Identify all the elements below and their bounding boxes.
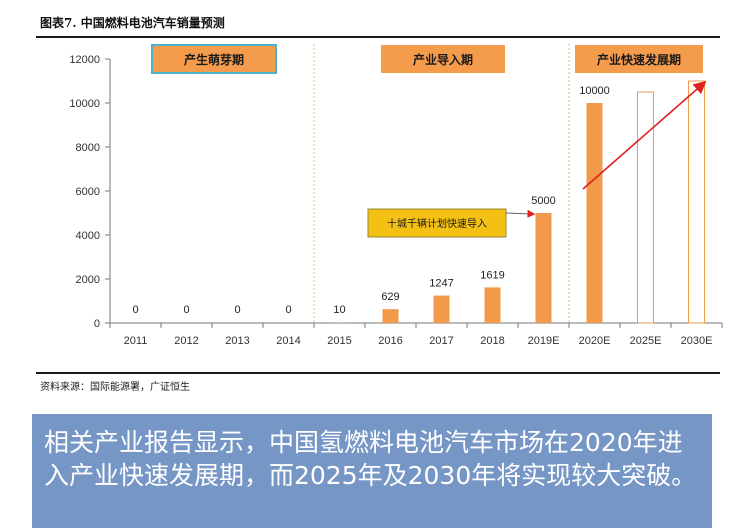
x-tick-label: 2030E xyxy=(681,335,713,347)
bar-2016 xyxy=(382,309,399,323)
y-tick-label: 8000 xyxy=(76,142,100,154)
x-tick-label: 2015 xyxy=(327,335,351,347)
phase-label: 产业快速发展期 xyxy=(597,52,681,67)
data-label: 0 xyxy=(132,304,138,316)
data-label: 1619 xyxy=(480,269,504,281)
y-tick-label: 2000 xyxy=(76,274,100,286)
figure-title: 图表7. 中国燃料电池汽车销量预测 xyxy=(40,16,225,30)
phase-label: 产生萌芽期 xyxy=(184,52,244,67)
data-label: 10000 xyxy=(579,85,610,97)
data-label: 5000 xyxy=(531,195,555,207)
bar-2019E xyxy=(535,213,552,323)
data-label: 0 xyxy=(285,304,291,316)
data-label: 1247 xyxy=(429,278,453,290)
bar-2030E xyxy=(688,80,705,324)
y-tick-label: 10000 xyxy=(69,98,100,110)
x-tick-label: 2013 xyxy=(225,335,249,347)
x-tick-label: 2011 xyxy=(124,335,148,347)
x-tick-label: 2019E xyxy=(528,335,560,347)
x-tick-label: 2014 xyxy=(276,335,300,347)
callout-pointer xyxy=(505,209,536,218)
bar-2025E xyxy=(637,91,654,324)
summary-text: 相关产业报告显示，中国氢燃料电池汽车市场在2020年进入产业快速发展期，而202… xyxy=(44,428,697,490)
data-label: 629 xyxy=(381,291,399,303)
data-label: 0 xyxy=(183,304,189,316)
data-label: 0 xyxy=(234,304,240,316)
summary-banner: 相关产业报告显示，中国氢燃料电池汽车市场在2020年进入产业快速发展期，而202… xyxy=(32,414,712,528)
bar-2017 xyxy=(433,295,450,323)
phase-label: 产业导入期 xyxy=(413,52,473,67)
bar-2020E xyxy=(586,103,603,323)
y-tick-label: 6000 xyxy=(76,186,100,198)
callout-box xyxy=(367,208,507,238)
x-tick-label: 2016 xyxy=(378,335,402,347)
callout-label: 十城千辆计划快速导入 xyxy=(387,217,487,230)
x-tick-label: 2018 xyxy=(480,335,504,347)
y-tick-label: 4000 xyxy=(76,230,100,242)
phase-box xyxy=(575,45,703,73)
phase-box xyxy=(151,44,277,74)
top-rule xyxy=(36,36,720,38)
x-tick-label: 2017 xyxy=(429,335,453,347)
x-tick-label: 2025E xyxy=(630,335,662,347)
y-tick-label: 0 xyxy=(94,318,100,330)
bottom-rule xyxy=(36,372,720,374)
source-note: 资料来源：国际能源署，广证恒生 xyxy=(40,382,190,393)
phase-box xyxy=(381,45,505,73)
trend-arrow xyxy=(582,80,707,190)
y-tick-label: 12000 xyxy=(69,54,100,66)
bar-2018 xyxy=(484,287,501,323)
x-tick-label: 2012 xyxy=(174,335,198,347)
x-tick-label: 2020E xyxy=(579,335,611,347)
data-label: 10 xyxy=(333,304,345,316)
